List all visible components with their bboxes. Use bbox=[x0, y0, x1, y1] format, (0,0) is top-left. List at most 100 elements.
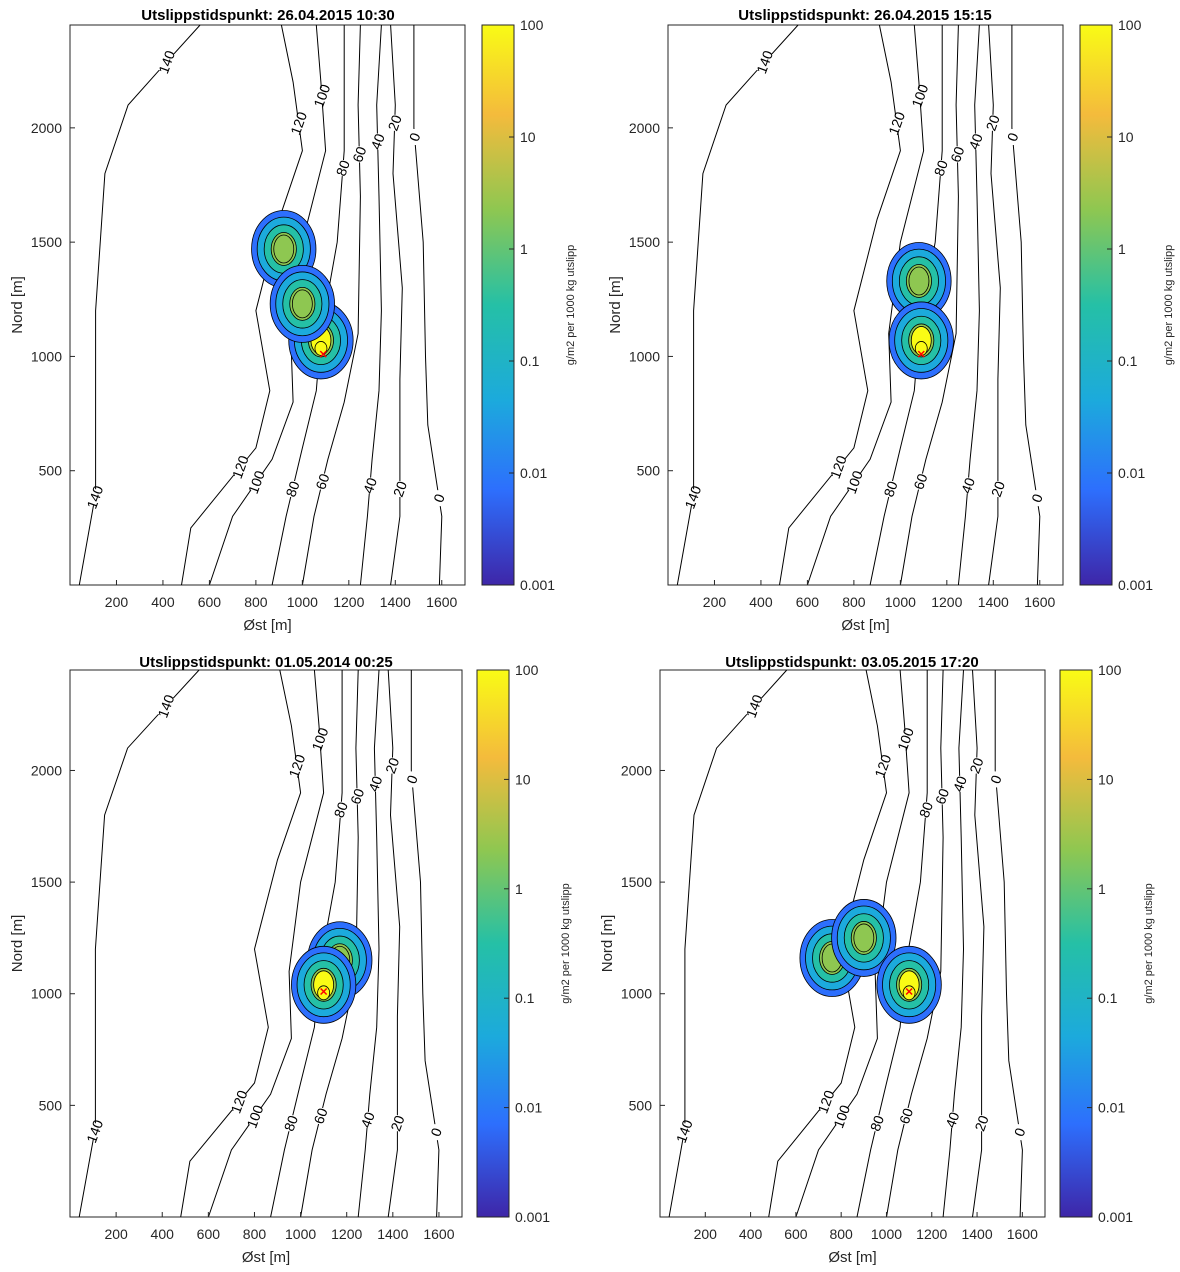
contour-label-140: 140 bbox=[155, 48, 178, 76]
plume-core bbox=[273, 234, 295, 264]
y-tick-label: 1500 bbox=[31, 234, 62, 250]
plot-area bbox=[69, 669, 463, 1218]
terrain-contour-60 bbox=[301, 24, 361, 586]
contour-label-100: 100 bbox=[894, 725, 917, 753]
plume-peak bbox=[314, 341, 328, 356]
x-tick-label: 600 bbox=[796, 594, 820, 610]
plume-core bbox=[291, 289, 313, 319]
x-tick-label: 600 bbox=[197, 1226, 221, 1242]
panel-title: Utslippstidspunkt: 03.05.2015 17:20 bbox=[725, 654, 978, 671]
contour-label-140: 140 bbox=[154, 692, 177, 720]
contour-label-bg bbox=[280, 481, 305, 497]
contour-label-140: 140 bbox=[753, 48, 776, 76]
contour-label-100: 100 bbox=[830, 1103, 853, 1131]
contour-label-bg bbox=[680, 489, 705, 506]
contour-label-140: 140 bbox=[681, 483, 704, 511]
colorbar-tick-label: 0.001 bbox=[1118, 577, 1153, 593]
x-tick-label: 400 bbox=[739, 1226, 763, 1242]
contour-label-bg bbox=[328, 801, 353, 818]
contour-label-80: 80 bbox=[281, 1113, 301, 1133]
x-axis-label: Øst [m] bbox=[828, 1249, 876, 1266]
contour-label-bg bbox=[278, 1115, 303, 1132]
x-tick-label: 1000 bbox=[871, 1226, 902, 1242]
contour-label-100: 100 bbox=[908, 82, 931, 110]
colorbar-tick-label: 0.001 bbox=[515, 1209, 550, 1225]
terrain-contour-40 bbox=[359, 24, 382, 586]
y-tick-label: 500 bbox=[39, 1097, 63, 1113]
contour-label-bg bbox=[424, 1124, 449, 1141]
x-tick-label: 200 bbox=[694, 1226, 718, 1242]
contour-label-bg bbox=[244, 474, 269, 491]
contour-label-20: 20 bbox=[387, 1113, 407, 1133]
contour-label-bg bbox=[1000, 129, 1025, 145]
contour-label-120: 120 bbox=[287, 109, 310, 137]
contour-label-bg bbox=[842, 474, 867, 491]
contour-label-bg bbox=[154, 54, 179, 71]
contour-label-bg bbox=[363, 775, 388, 792]
contour-label-bg bbox=[983, 771, 1008, 788]
contour-label-80: 80 bbox=[331, 800, 351, 820]
terrain-contour-40 bbox=[957, 24, 980, 586]
y-tick-label: 1500 bbox=[621, 874, 652, 890]
x-tick-label: 1200 bbox=[333, 594, 364, 610]
terrain-contour-100 bbox=[207, 669, 325, 1218]
contour-label-bg bbox=[908, 473, 933, 490]
contour-label-bg bbox=[893, 731, 918, 748]
x-tick-label: 1000 bbox=[285, 1226, 316, 1242]
contour-label-40: 40 bbox=[942, 1110, 962, 1130]
contour-label-80: 80 bbox=[333, 158, 353, 178]
contour-label-bg bbox=[310, 473, 335, 490]
colorbar-tick-label: 0.01 bbox=[1118, 465, 1145, 481]
y-axis-label: Nord [m] bbox=[607, 276, 624, 334]
contour-label-40: 40 bbox=[357, 1110, 377, 1130]
contour-label-100: 100 bbox=[243, 1103, 266, 1131]
y-axis-label: Nord [m] bbox=[9, 276, 26, 334]
release-point-marker bbox=[905, 987, 913, 996]
contour-label-bg bbox=[813, 1093, 838, 1110]
contour-label-60: 60 bbox=[349, 144, 369, 164]
colorbar-tick-label: 1 bbox=[1098, 881, 1106, 897]
contour-label-60: 60 bbox=[312, 471, 332, 491]
contour-label-bg bbox=[940, 1111, 965, 1128]
terrain-contour-0 bbox=[1011, 25, 1041, 586]
colorbar-tick-label: 100 bbox=[1098, 662, 1122, 678]
contour-label-bg bbox=[365, 133, 390, 150]
colorbar-label: g/m2 per 1000 kg utslipp bbox=[1163, 245, 1175, 365]
panel-title: Utslippstidspunkt: 01.05.2014 00:25 bbox=[139, 654, 392, 671]
contour-label-bg bbox=[930, 788, 955, 805]
contour-label-bg bbox=[309, 87, 334, 104]
contour-label-bg bbox=[894, 1107, 919, 1124]
contour-label-80: 80 bbox=[880, 479, 900, 499]
contour-label-20: 20 bbox=[971, 1113, 991, 1133]
contour-label-60: 60 bbox=[910, 471, 930, 491]
terrain-contour-120 bbox=[779, 24, 901, 586]
contour-label-60: 60 bbox=[310, 1106, 330, 1126]
x-tick-label: 400 bbox=[151, 594, 175, 610]
contour-label-40: 40 bbox=[950, 774, 970, 794]
colorbar-tick-label: 10 bbox=[1118, 129, 1134, 145]
x-tick-label: 800 bbox=[244, 594, 268, 610]
x-tick-label: 1000 bbox=[287, 594, 318, 610]
contour-label-140: 140 bbox=[673, 1117, 696, 1145]
y-tick-label: 1000 bbox=[31, 986, 62, 1002]
contour-label-20: 20 bbox=[983, 113, 1003, 133]
contour-label-20: 20 bbox=[385, 113, 405, 133]
colorbar-tick-label: 10 bbox=[1098, 771, 1114, 787]
contour-label-bg bbox=[913, 801, 938, 818]
contour-label-bg bbox=[308, 1107, 333, 1124]
contour-label-60: 60 bbox=[932, 786, 952, 806]
contour-label-bg bbox=[963, 133, 988, 150]
x-tick-label: 1200 bbox=[331, 1226, 362, 1242]
colorbar-tick-label: 100 bbox=[1118, 17, 1142, 33]
contour-label-100: 100 bbox=[308, 725, 331, 753]
contour-label-bg bbox=[864, 1115, 889, 1132]
colorbar-label: g/m2 per 1000 kg utslipp bbox=[1143, 883, 1155, 1003]
contour-label-bg bbox=[980, 114, 1005, 131]
colorbar bbox=[476, 669, 510, 1218]
contour-label-bg bbox=[907, 87, 932, 104]
y-tick-label: 1000 bbox=[629, 348, 660, 364]
colorbar-tick-label: 1 bbox=[1118, 241, 1126, 257]
colorbar-tick-label: 1 bbox=[515, 881, 523, 897]
contour-label-20: 20 bbox=[382, 755, 402, 775]
